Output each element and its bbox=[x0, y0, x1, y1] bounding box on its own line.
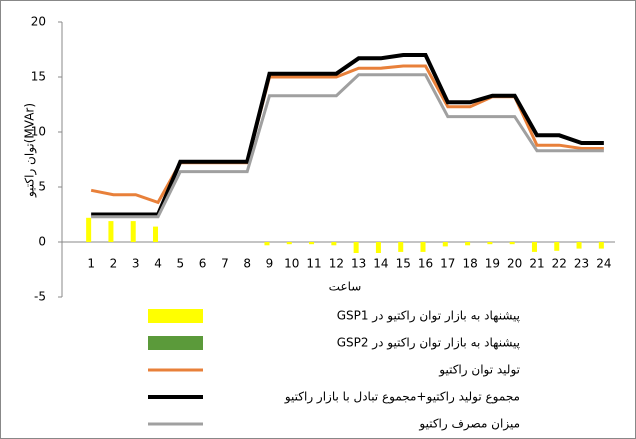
bar bbox=[531, 242, 537, 252]
bar bbox=[554, 242, 560, 251]
y-tick-label: 0 bbox=[38, 235, 46, 249]
bar bbox=[442, 242, 448, 247]
bar bbox=[108, 221, 114, 242]
x-tick-label: 13 bbox=[351, 257, 366, 271]
bar bbox=[598, 242, 604, 249]
x-tick-label: 8 bbox=[243, 257, 251, 271]
y-tick-label: 5 bbox=[38, 180, 46, 194]
x-tick-label: 23 bbox=[574, 257, 589, 271]
x-axis-label: ساعت bbox=[329, 280, 362, 294]
x-tick-label: 4 bbox=[154, 257, 162, 271]
bar bbox=[86, 217, 92, 242]
bar bbox=[509, 242, 515, 245]
x-tick-label: 12 bbox=[329, 257, 344, 271]
bar bbox=[153, 226, 159, 242]
y-tick-label: 15 bbox=[31, 70, 46, 84]
x-tick-label: 14 bbox=[373, 257, 388, 271]
bar bbox=[130, 221, 136, 242]
bar bbox=[353, 242, 359, 253]
y-tick-label: 20 bbox=[31, 15, 46, 29]
legend-label: مجموع تولید راکتیو+مجموع تبادل با بازار … bbox=[284, 390, 520, 405]
legend-label: پیشنهاد به بازار توان راکتیو در GSP1 bbox=[337, 309, 520, 324]
x-tick-label: 16 bbox=[418, 257, 433, 271]
x-tick-label: 18 bbox=[462, 257, 477, 271]
bar bbox=[487, 242, 493, 245]
x-tick-label: 17 bbox=[440, 257, 455, 271]
line bbox=[91, 73, 604, 219]
bar bbox=[309, 242, 315, 245]
bar bbox=[465, 242, 471, 246]
x-tick-label: 5 bbox=[176, 257, 184, 271]
x-tick-label: 24 bbox=[596, 257, 611, 271]
legend-swatch bbox=[148, 309, 203, 323]
bar bbox=[331, 242, 337, 246]
legend-swatch bbox=[148, 336, 203, 350]
bar bbox=[398, 242, 404, 252]
y-tick-label: -5 bbox=[34, 290, 46, 304]
legend-label: پیشنهاد به بازار توان راکتیو در GSP2 bbox=[337, 336, 520, 351]
x-tick-label: 2 bbox=[110, 257, 118, 271]
x-tick-label: 6 bbox=[199, 257, 207, 271]
bar bbox=[286, 242, 292, 245]
bar bbox=[375, 242, 381, 253]
x-tick-label: 11 bbox=[306, 257, 321, 271]
x-tick-label: 20 bbox=[507, 257, 522, 271]
x-tick-label: 7 bbox=[221, 257, 229, 271]
x-tick-label: 15 bbox=[396, 257, 411, 271]
bar bbox=[420, 242, 426, 252]
x-tick-label: 22 bbox=[552, 257, 567, 271]
bar bbox=[264, 242, 270, 246]
bar bbox=[576, 242, 582, 249]
x-tick-label: 1 bbox=[87, 257, 95, 271]
x-tick-label: 19 bbox=[485, 257, 500, 271]
x-tick-label: 9 bbox=[266, 257, 274, 271]
y-axis-label: توان راکتیو(MVAr) bbox=[23, 103, 38, 198]
x-tick-label: 3 bbox=[132, 257, 140, 271]
legend-label: تولید توان راکتیو bbox=[438, 363, 520, 378]
x-tick-label: 10 bbox=[284, 257, 299, 271]
x-tick-label: 21 bbox=[529, 257, 544, 271]
legend-label: میزان مصرف راکتیو bbox=[418, 417, 520, 432]
y-tick-label: 10 bbox=[31, 125, 46, 139]
line bbox=[91, 53, 604, 217]
